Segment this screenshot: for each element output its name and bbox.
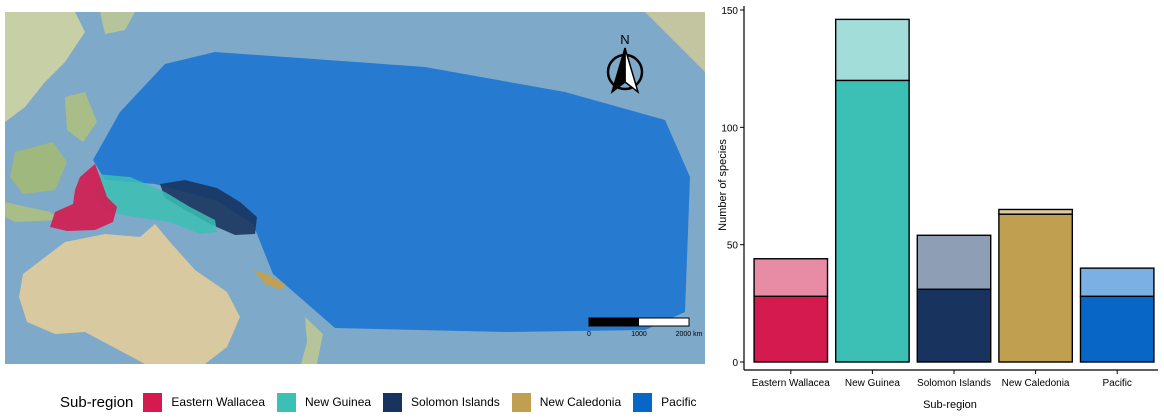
bar-segment-base-3: [998, 213, 1074, 363]
map-legend: Sub-region Eastern Wallacea New Guinea S…: [60, 389, 709, 415]
north-america-landmass: [645, 12, 705, 72]
map-panel: N 0 1000 2000 km: [5, 12, 705, 364]
scale-tick-1000: 1000: [631, 331, 647, 338]
legend-swatch: [511, 392, 531, 412]
y-tick-label: 50: [727, 241, 739, 252]
legend-item-pacific: Pacific: [633, 392, 697, 412]
x-tick-label: Eastern Wallacea: [752, 378, 830, 389]
bar-segment-upper-1: [834, 18, 910, 82]
bar-segment-upper-4: [1079, 267, 1155, 297]
x-tick-label: New Caledonia: [1002, 378, 1070, 389]
bar-chart: Eastern Wallacea New Guinea Solomon Island…: [717, 6, 1158, 411]
bar-chart-panel: Eastern Wallacea New Guinea Solomon Island…: [710, 0, 1164, 415]
x-tick-label: Pacific: [1102, 378, 1131, 389]
legend-item-eastern-wallacea: Eastern Wallacea: [143, 392, 265, 412]
north-arrow-icon: N: [606, 32, 644, 95]
chart-axes: Eastern Wallacea New Guinea Solomon Island…: [721, 6, 1158, 389]
legend-item-new-guinea: New Guinea: [277, 392, 372, 412]
legend-label: New Caledonia: [539, 395, 622, 409]
bar-segment-base-1: [834, 79, 910, 363]
legend-swatch: [277, 392, 296, 412]
bar-segment-upper-3: [998, 208, 1074, 215]
java-landmass: [5, 202, 60, 222]
pacific-region: [93, 52, 690, 332]
bar-segment-base-4: [1079, 295, 1155, 363]
y-tick-label: 150: [721, 6, 738, 17]
y-axis-label: Number of species: [717, 139, 729, 231]
legend-swatch: [633, 392, 653, 412]
bar-segment-upper-0: [753, 258, 829, 297]
chart-bars: [753, 18, 1155, 363]
bar-segment-base-2: [916, 288, 992, 363]
australia-landmass: [19, 224, 240, 364]
x-tick-label: New Guinea: [845, 378, 900, 389]
asia-landmass: [5, 12, 85, 122]
eastern-wallacea-region: [50, 164, 117, 231]
new-zealand-landmass: [301, 317, 323, 364]
borneo-landmass: [10, 142, 67, 194]
scale-bar: 0 1000 2000 km: [587, 317, 703, 338]
scale-tick-2000: 2000 km: [676, 331, 703, 338]
bar-segment-base-0: [753, 295, 829, 363]
x-tick-label: Solomon Islands: [917, 378, 991, 389]
legend-label: Pacific: [661, 395, 697, 409]
new-caledonia-region: [253, 270, 285, 290]
legend-swatch: [143, 392, 163, 412]
japan-landmass: [100, 12, 135, 34]
legend-swatch: [383, 392, 403, 412]
legend-item-new-caledonia: New Caledonia: [511, 392, 622, 412]
map-svg: N 0 1000 2000 km: [5, 12, 705, 364]
legend-label: New Guinea: [305, 395, 372, 409]
y-tick-label: 100: [721, 123, 738, 134]
y-tick-label: 0: [732, 358, 738, 369]
new-guinea-region: [95, 174, 217, 234]
philippines-landmass: [65, 92, 97, 142]
legend-title: Sub-region: [60, 393, 134, 411]
bar-segment-upper-2: [916, 234, 992, 290]
legend-item-solomon-islands: Solomon Islands: [383, 392, 500, 412]
legend-label: Eastern Wallacea: [171, 395, 265, 409]
solomon-islands-region: [160, 180, 257, 235]
north-label: N: [620, 32, 629, 47]
scale-tick-0: 0: [587, 331, 591, 338]
legend-label: Solomon Islands: [411, 395, 500, 409]
x-axis-label: Sub-region: [923, 399, 977, 411]
